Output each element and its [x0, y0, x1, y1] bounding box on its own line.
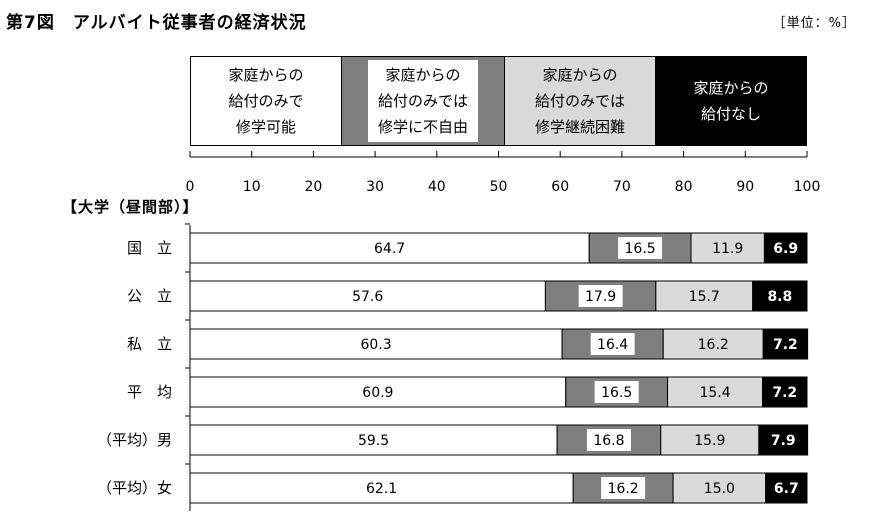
bar-segment — [762, 328, 809, 360]
x-tick-label: 90 — [736, 179, 754, 195]
bar-segment — [690, 232, 765, 264]
data-label: 16.5 — [625, 241, 656, 257]
data-label-box — [590, 333, 635, 355]
data-label: 7.2 — [772, 385, 797, 401]
legend: 家庭からの 給付のみで 修学可能 家庭からの 給付のみでは 修学に不自由 家庭か… — [190, 56, 807, 146]
data-label: 57.6 — [352, 289, 383, 305]
x-tick-label: 0 — [186, 179, 195, 195]
data-label: 16.4 — [597, 337, 628, 353]
data-label: 15.0 — [704, 481, 735, 497]
data-label-box — [594, 381, 639, 403]
bar-segment — [752, 280, 808, 312]
data-label: 16.2 — [698, 337, 729, 353]
bar-segment — [189, 376, 567, 408]
bar-segment — [667, 376, 764, 408]
data-label: 6.9 — [773, 241, 798, 257]
category-label: （平均）女 — [97, 479, 172, 497]
legend-item-none: 家庭からの 給付なし — [656, 57, 806, 145]
legend-label: 家庭からの 給付のみでは 修学継続困難 — [534, 66, 625, 136]
x-tick-label: 60 — [551, 179, 569, 195]
x-tick-label: 80 — [675, 179, 693, 195]
data-label: 15.7 — [689, 289, 720, 305]
data-label: 15.4 — [699, 385, 730, 401]
data-label-box — [601, 477, 646, 499]
section-label: 【大学（昼間部）】 — [62, 198, 199, 216]
data-label: 6.7 — [774, 481, 799, 497]
data-label: 7.9 — [771, 433, 796, 449]
category-label: 私 立 — [127, 335, 172, 353]
category-label: （平均）男 — [97, 431, 172, 449]
data-label: 7.2 — [773, 337, 798, 353]
legend-item-difficult: 家庭からの 給付のみでは 修学継続困難 — [505, 57, 656, 145]
x-tick-label: 30 — [366, 179, 384, 195]
x-tick-label: 10 — [243, 179, 261, 195]
data-label: 16.5 — [601, 385, 632, 401]
bar-segment — [655, 280, 754, 312]
x-tick-label: 20 — [304, 179, 322, 195]
data-label: 60.3 — [360, 337, 391, 353]
category-label: 国 立 — [127, 239, 172, 257]
chart-title: 第7図 アルバイト従事者の経済状況 — [6, 13, 307, 33]
data-label: 11.9 — [712, 241, 743, 257]
data-label: 62.1 — [366, 481, 397, 497]
x-tick-label: 50 — [490, 179, 508, 195]
legend-label: 家庭からの 給付なし — [693, 79, 769, 123]
data-label-box — [586, 429, 631, 451]
legend-label: 家庭からの 給付のみで 修学可能 — [228, 66, 304, 136]
data-label: 60.9 — [362, 385, 393, 401]
data-label: 16.8 — [593, 433, 624, 449]
data-label: 16.2 — [608, 481, 639, 497]
data-label: 17.9 — [585, 289, 616, 305]
x-tick-label: 40 — [428, 179, 446, 195]
bar-segment — [672, 472, 767, 504]
bar-segment — [762, 376, 808, 408]
unit-label: ［単位：%］ — [772, 16, 856, 31]
data-label-box — [618, 237, 663, 259]
data-label-box — [578, 285, 623, 307]
category-label: 平 均 — [127, 383, 172, 401]
x-tick-label: 100 — [794, 179, 821, 195]
data-label: 59.5 — [358, 433, 389, 449]
bar-segment — [758, 424, 809, 456]
legend-item-inconvenient: 家庭からの 給付のみでは 修学に不自由 — [342, 57, 505, 145]
legend-label: 家庭からの 給付のみでは 修学に不自由 — [367, 60, 478, 142]
x-tick-label: 70 — [613, 179, 631, 195]
data-label: 64.7 — [374, 241, 405, 257]
bar-segment — [765, 472, 808, 504]
bar-segment — [189, 424, 558, 456]
bar-segment — [189, 232, 590, 264]
category-label: 公 立 — [127, 287, 172, 305]
bar-segment — [189, 280, 546, 312]
bar-segment — [763, 232, 808, 264]
data-label: 15.9 — [694, 433, 725, 449]
legend-item-possible: 家庭からの 給付のみで 修学可能 — [191, 57, 342, 145]
data-label: 8.8 — [767, 289, 792, 305]
